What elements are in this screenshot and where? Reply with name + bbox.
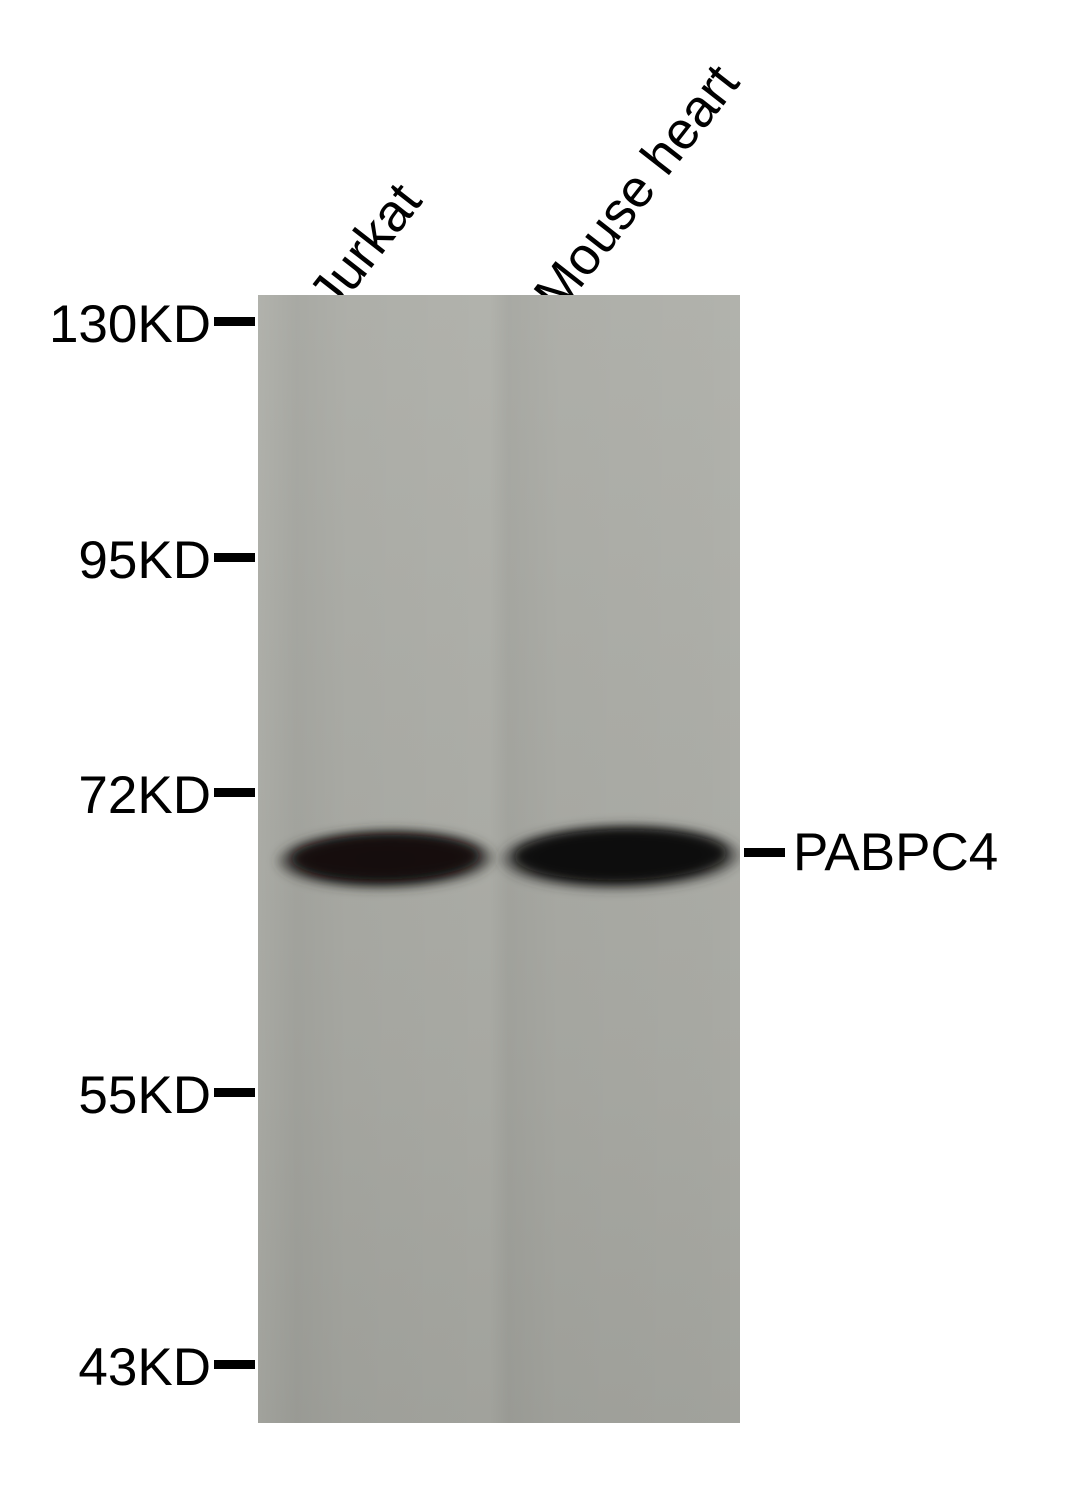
protein-label-tick bbox=[744, 848, 785, 857]
mw-tick-95kd bbox=[214, 553, 255, 562]
blot-membrane bbox=[258, 295, 740, 1423]
mw-tick-55kd bbox=[214, 1088, 255, 1097]
mw-label-130kd: 130KD bbox=[6, 294, 211, 355]
mw-tick-130kd bbox=[214, 317, 255, 326]
blot-background-svg bbox=[258, 295, 740, 1423]
western-blot-figure: Jurkat Mouse heart 130KD 95KD 72KD 55KD … bbox=[0, 0, 1080, 1494]
mw-tick-72kd bbox=[214, 788, 255, 797]
mw-label-95kd: 95KD bbox=[6, 530, 211, 591]
mw-label-43kd: 43KD bbox=[6, 1337, 211, 1398]
mw-tick-43kd bbox=[214, 1360, 255, 1369]
protein-label-pabpc4: PABPC4 bbox=[793, 822, 998, 883]
mw-label-55kd: 55KD bbox=[6, 1065, 211, 1126]
mw-label-72kd: 72KD bbox=[6, 765, 211, 826]
lane-label-mouse-heart: Mouse heart bbox=[522, 53, 751, 323]
